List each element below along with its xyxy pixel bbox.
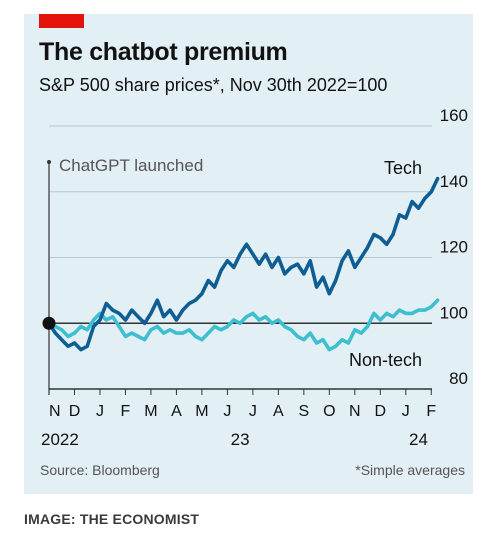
chart-card: The chatbot premium S&P 500 share prices… — [24, 14, 473, 494]
chart-subtitle: S&P 500 share prices*, Nov 30th 2022=100 — [39, 75, 388, 95]
series-line-tech — [47, 176, 440, 352]
x-tick-label: A — [171, 403, 182, 420]
year-label: 23 — [231, 430, 250, 449]
image-credit: IMAGE: THE ECONOMIST — [24, 511, 200, 527]
y-tick-label: 100 — [440, 303, 468, 322]
x-tick-label: A — [273, 403, 284, 420]
annotation-top-marker — [47, 160, 51, 164]
x-tick-label: J — [96, 403, 104, 420]
x-tick-label: D — [69, 403, 81, 420]
annotation-label: ChatGPT launched — [59, 156, 203, 175]
x-tick-label: F — [426, 403, 436, 420]
series-label-non-tech: Non-tech — [349, 350, 422, 370]
series-label-tech: Tech — [384, 158, 422, 178]
year-label: 2022 — [41, 430, 79, 449]
series-lines — [47, 176, 440, 352]
y-tick-labels: 80 100 120 140 160 — [440, 106, 468, 388]
brand-red-tag — [39, 14, 84, 28]
y-tick-label: 160 — [440, 106, 468, 125]
source-note: Source: Bloomberg — [40, 462, 160, 478]
x-tick-label: J — [249, 403, 257, 420]
x-tick-label: M — [144, 403, 157, 420]
footnote: *Simple averages — [355, 462, 465, 478]
chatgpt-annotation: ChatGPT launched — [47, 156, 203, 395]
x-tick-label: F — [121, 403, 131, 420]
x-tick-label: J — [223, 403, 231, 420]
x-tick-label: N — [349, 403, 361, 420]
launch-marker-dot — [42, 316, 56, 330]
year-label: 24 — [409, 430, 428, 449]
x-tick-label: J — [402, 403, 410, 420]
x-tick-label: S — [299, 403, 310, 420]
series-line-non-tech — [47, 298, 440, 352]
x-tick-label: D — [375, 403, 387, 420]
x-tick-label: M — [195, 403, 208, 420]
y-tick-label: 140 — [440, 172, 468, 191]
y-tick-label: 80 — [449, 369, 468, 388]
x-tick-label: O — [323, 403, 335, 420]
x-tick-label: N — [49, 403, 61, 420]
series-labels: Tech Non-tech — [349, 158, 422, 370]
chart-title: The chatbot premium — [39, 38, 288, 66]
y-tick-label: 120 — [440, 238, 468, 257]
